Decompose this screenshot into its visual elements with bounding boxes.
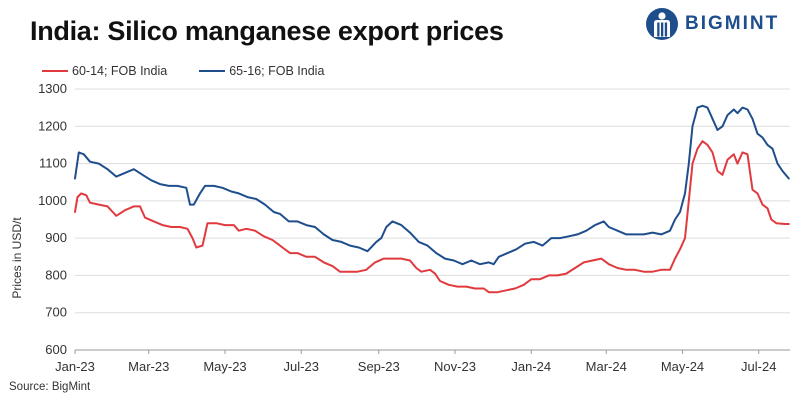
legend-label-series-1: 60-14; FOB India: [72, 64, 168, 78]
y-tick-label-800: 800: [45, 267, 67, 282]
x-tick-label-Sep-23: Sep-23: [358, 359, 400, 374]
legend-label-series-2: 65-16; FOB India: [229, 64, 325, 78]
bigmint-logo: BIGMINT: [645, 6, 779, 42]
y-tick-label-1200: 1200: [38, 118, 67, 133]
series-line-1: [74, 140, 790, 294]
y-axis-ticks: 600 700 800 900 1000 1100 1200 1300: [38, 81, 67, 357]
series-line-2: [74, 104, 790, 266]
chart-series-lines: [74, 104, 790, 294]
source-note: Source: BigMint: [9, 381, 91, 393]
chart-legend: 60-14; FOB India 65-16; FOB India: [42, 64, 324, 78]
x-tick-label-Jul-23: Jul-23: [284, 359, 319, 374]
y-tick-label-1100: 1100: [39, 156, 67, 171]
y-tick-label-1000: 1000: [38, 193, 67, 208]
y-tick-label-900: 900: [45, 230, 67, 245]
legend-item-series-1: 60-14; FOB India: [42, 64, 167, 78]
x-axis: Jan-23 Mar-23 May-23 Jul-23 Sep-23 Nov-23 Jan-…: [55, 350, 776, 374]
y-tick-label-600: 600: [45, 342, 67, 357]
x-tick-label-Mar-24: Mar-24: [586, 359, 627, 374]
x-tick-label-Jul-24: Jul-24: [741, 359, 776, 374]
brand-name: BIGMINT: [685, 13, 780, 34]
y-tick-label-1300: 1300: [38, 81, 67, 96]
x-tick-label-Nov-23: Nov-23: [434, 359, 476, 374]
chart-title: India: Silico manganese export prices: [30, 16, 504, 46]
x-tick-label-Jan-24: Jan-24: [511, 359, 551, 374]
legend-item-series-2: 65-16; FOB India: [199, 64, 324, 78]
bigmint-emblem-icon: [646, 8, 678, 40]
y-axis-label: Prices in USD/t: [10, 217, 24, 299]
chart-gridlines: [75, 88, 790, 351]
x-tick-label-Jan-23: Jan-23: [55, 359, 95, 374]
y-tick-label-700: 700: [45, 305, 67, 320]
x-tick-label-Mar-23: Mar-23: [128, 359, 169, 374]
legend-swatch-series-1: [42, 70, 68, 72]
x-tick-label-May-23: May-23: [203, 359, 246, 374]
legend-swatch-series-2: [199, 70, 226, 72]
x-tick-label-May-24: May-24: [661, 359, 704, 374]
